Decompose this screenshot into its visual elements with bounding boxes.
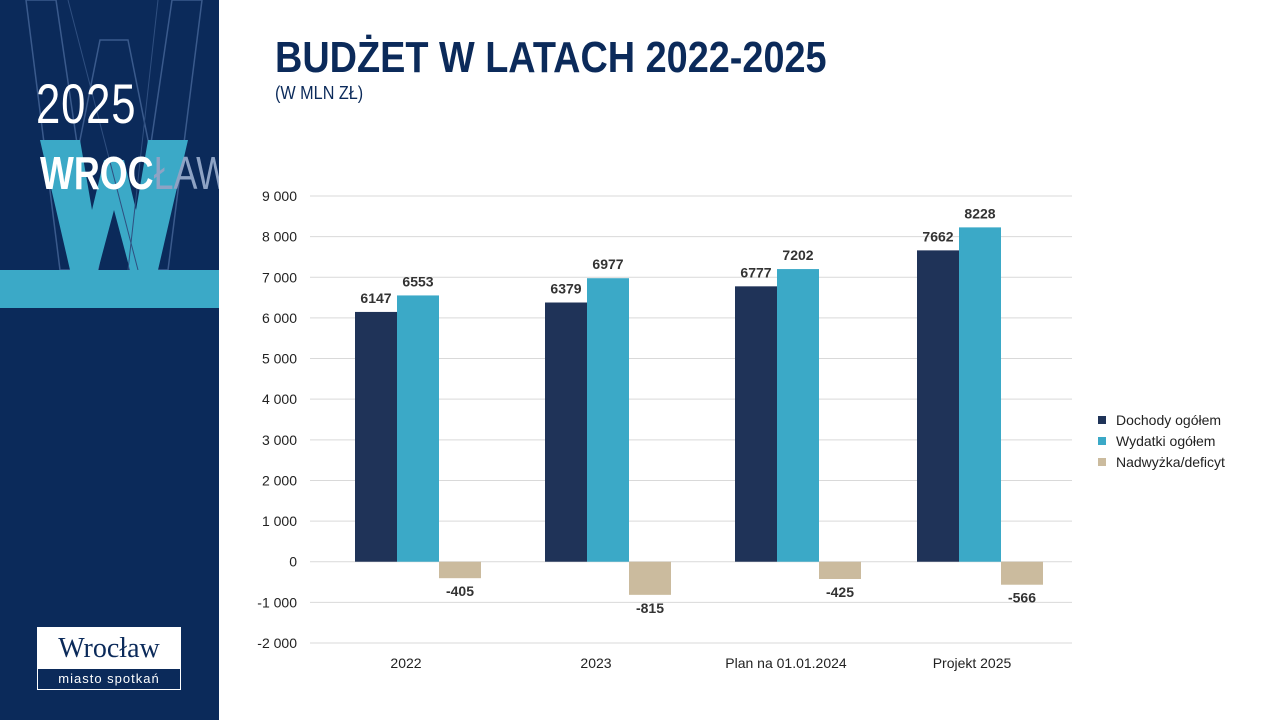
data-label: 7662	[922, 228, 953, 244]
y-tick-label: 3 000	[262, 432, 297, 448]
wroclaw-logo: Wrocław miasto spotkań	[37, 627, 181, 690]
y-tick-label: 9 000	[262, 188, 297, 204]
x-category-label: 2023	[580, 655, 611, 671]
y-tick-label: 4 000	[262, 391, 297, 407]
legend-item: Wydatki ogółem	[1098, 430, 1225, 451]
bar-nadwy-ka-deficyt-0	[439, 561, 481, 579]
x-category-label: 2022	[390, 655, 421, 671]
bar-wydatki-og-em-1	[587, 278, 629, 562]
chart-legend: Dochody ogółem Wydatki ogółem Nadwyżka/def…	[1098, 409, 1225, 472]
y-tick-label: 0	[289, 554, 297, 570]
y-tick-label: 7 000	[262, 269, 297, 285]
bar-dochody-og-em-2	[735, 286, 777, 562]
data-label: 7202	[782, 247, 813, 263]
data-label: 6379	[550, 281, 581, 297]
y-tick-label: 6 000	[262, 310, 297, 326]
legend-label: Dochody ogółem	[1116, 411, 1222, 428]
bar-nadwy-ka-deficyt-1	[629, 561, 671, 595]
data-label: -815	[636, 600, 664, 616]
data-label: 6147	[360, 290, 391, 306]
legend-label: Nadwyżka/deficyt	[1116, 453, 1225, 470]
bar-nadwy-ka-deficyt-3	[1001, 561, 1043, 585]
decorative-w-graphic	[25, 0, 203, 270]
data-label: 8228	[964, 205, 995, 221]
data-label: 6777	[740, 264, 771, 280]
sidebar-year: 2025	[36, 72, 137, 135]
legend-item: Nadwyżka/deficyt	[1098, 451, 1225, 472]
legend-label: Wydatki ogółem	[1116, 432, 1216, 449]
bar-wydatki-og-em-3	[959, 227, 1001, 562]
y-tick-label: -1 000	[257, 594, 297, 610]
bar-wydatki-og-em-0	[397, 295, 439, 562]
logo-tagline: miasto spotkań	[58, 671, 160, 686]
x-category-label: Plan na 01.01.2024	[725, 655, 847, 671]
bar-dochody-og-em-0	[355, 311, 397, 562]
page-subtitle: (W MLN ZŁ)	[275, 83, 364, 103]
y-tick-label: 1 000	[262, 513, 297, 529]
bar-nadwy-ka-deficyt-2	[819, 561, 861, 579]
legend-swatch	[1098, 457, 1106, 466]
legend-item: Dochody ogółem	[1098, 409, 1225, 430]
y-tick-label: 8 000	[262, 229, 297, 245]
data-label: -425	[826, 584, 854, 600]
sidebar-accent-stripe	[0, 270, 219, 308]
data-label: 6977	[592, 256, 623, 272]
y-tick-label: 2 000	[262, 472, 297, 488]
x-category-label: Projekt 2025	[933, 655, 1012, 671]
y-tick-label: -2 000	[257, 635, 297, 651]
page-title: BUDŻET W LATACH 2022-2025	[275, 33, 827, 82]
bar-wydatki-og-em-2	[777, 269, 819, 562]
data-label: -566	[1008, 590, 1036, 606]
data-label: 6553	[402, 273, 433, 289]
y-tick-label: 5 000	[262, 351, 297, 367]
logo-wordmark: Wrocław	[38, 628, 180, 669]
legend-swatch	[1098, 436, 1106, 445]
legend-swatch	[1098, 415, 1106, 424]
data-label: -405	[446, 583, 474, 599]
bar-dochody-og-em-1	[545, 302, 587, 562]
bar-dochody-og-em-3	[917, 250, 959, 562]
